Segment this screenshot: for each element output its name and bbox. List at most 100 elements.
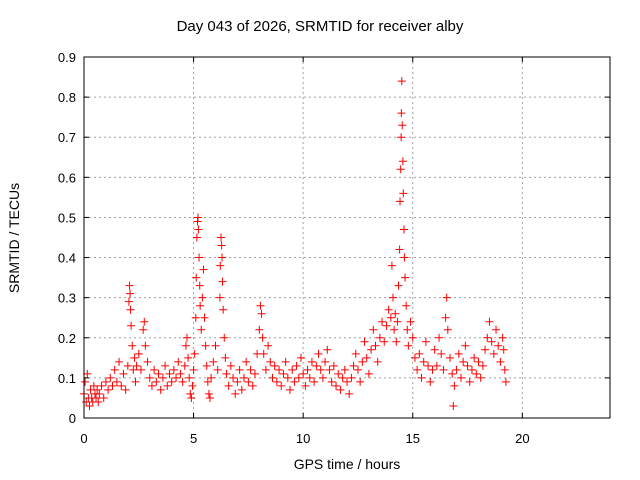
data-point (325, 365, 334, 374)
data-point (180, 361, 189, 370)
data-point (192, 233, 201, 242)
data-point (258, 333, 267, 342)
data-point (124, 297, 133, 306)
data-point (303, 365, 312, 374)
data-point (237, 385, 246, 394)
data-point (195, 281, 204, 290)
data-point (334, 369, 343, 378)
data-point (294, 373, 303, 382)
data-point (136, 365, 145, 374)
data-point (424, 361, 433, 370)
data-point (172, 373, 181, 382)
data-point (188, 381, 197, 390)
data-point (152, 377, 161, 386)
data-point (174, 357, 183, 366)
data-point (202, 361, 211, 370)
data-point (268, 373, 277, 382)
data-point (400, 253, 409, 262)
y-tick-label: 0.9 (58, 50, 76, 65)
x-tick-label: 0 (80, 431, 87, 446)
data-point (399, 225, 408, 234)
data-point (196, 301, 205, 310)
data-point (496, 357, 505, 366)
data-point (104, 385, 113, 394)
y-tick-label: 0.8 (58, 90, 76, 105)
data-point (449, 401, 458, 410)
data-point (216, 261, 225, 270)
data-point (474, 357, 483, 366)
data-point (218, 253, 227, 262)
data-point (386, 313, 395, 322)
data-point (246, 365, 255, 374)
data-point (185, 373, 194, 382)
data-point (145, 373, 154, 382)
data-point (367, 345, 376, 354)
data-point (128, 341, 137, 350)
data-point (81, 377, 90, 386)
data-point (397, 77, 406, 86)
data-point (296, 353, 305, 362)
data-point (299, 369, 308, 378)
data-points (80, 77, 510, 410)
data-point (283, 373, 292, 382)
data-point (219, 305, 228, 314)
data-point (459, 357, 468, 366)
data-point (402, 301, 411, 310)
data-point (221, 353, 230, 362)
data-point (432, 361, 441, 370)
data-point (358, 357, 367, 366)
data-point (428, 365, 437, 374)
data-point (369, 325, 378, 334)
data-point (95, 389, 104, 398)
data-point (198, 293, 207, 302)
data-point (481, 345, 490, 354)
data-point (461, 341, 470, 350)
data-point (222, 369, 231, 378)
data-point (195, 253, 204, 262)
data-point (435, 333, 444, 342)
data-point (397, 133, 406, 142)
data-point (332, 381, 341, 390)
data-point (123, 361, 132, 370)
data-point (192, 273, 201, 282)
data-point (323, 345, 332, 354)
data-point (292, 361, 301, 370)
data-point (392, 337, 401, 346)
data-point (272, 377, 281, 386)
x-tick-label: 15 (406, 431, 420, 446)
data-point (343, 377, 351, 386)
data-point (264, 341, 273, 350)
data-point (396, 197, 405, 206)
data-point (169, 365, 178, 374)
y-tick-label: 0.6 (58, 170, 76, 185)
data-point (406, 317, 415, 326)
data-point (382, 321, 391, 330)
data-point (314, 349, 323, 358)
data-point (93, 385, 102, 394)
data-point (380, 337, 389, 346)
data-point (500, 365, 509, 374)
data-point (446, 353, 455, 362)
data-point (183, 333, 192, 342)
data-point (106, 373, 115, 382)
data-point (147, 381, 156, 390)
data-point (470, 353, 479, 362)
data-point (398, 121, 407, 130)
data-point (391, 309, 400, 318)
data-point (189, 365, 198, 374)
data-point (199, 265, 208, 274)
data-point (430, 345, 439, 354)
data-point (187, 393, 196, 402)
data-point (448, 369, 457, 378)
data-point (347, 373, 356, 382)
data-point (485, 317, 494, 326)
data-point (288, 365, 297, 374)
data-point (375, 333, 384, 342)
data-point (329, 361, 338, 370)
data-point (399, 189, 408, 198)
data-point (200, 313, 209, 322)
data-point (336, 385, 345, 394)
data-point (211, 341, 220, 350)
data-point (119, 369, 128, 378)
